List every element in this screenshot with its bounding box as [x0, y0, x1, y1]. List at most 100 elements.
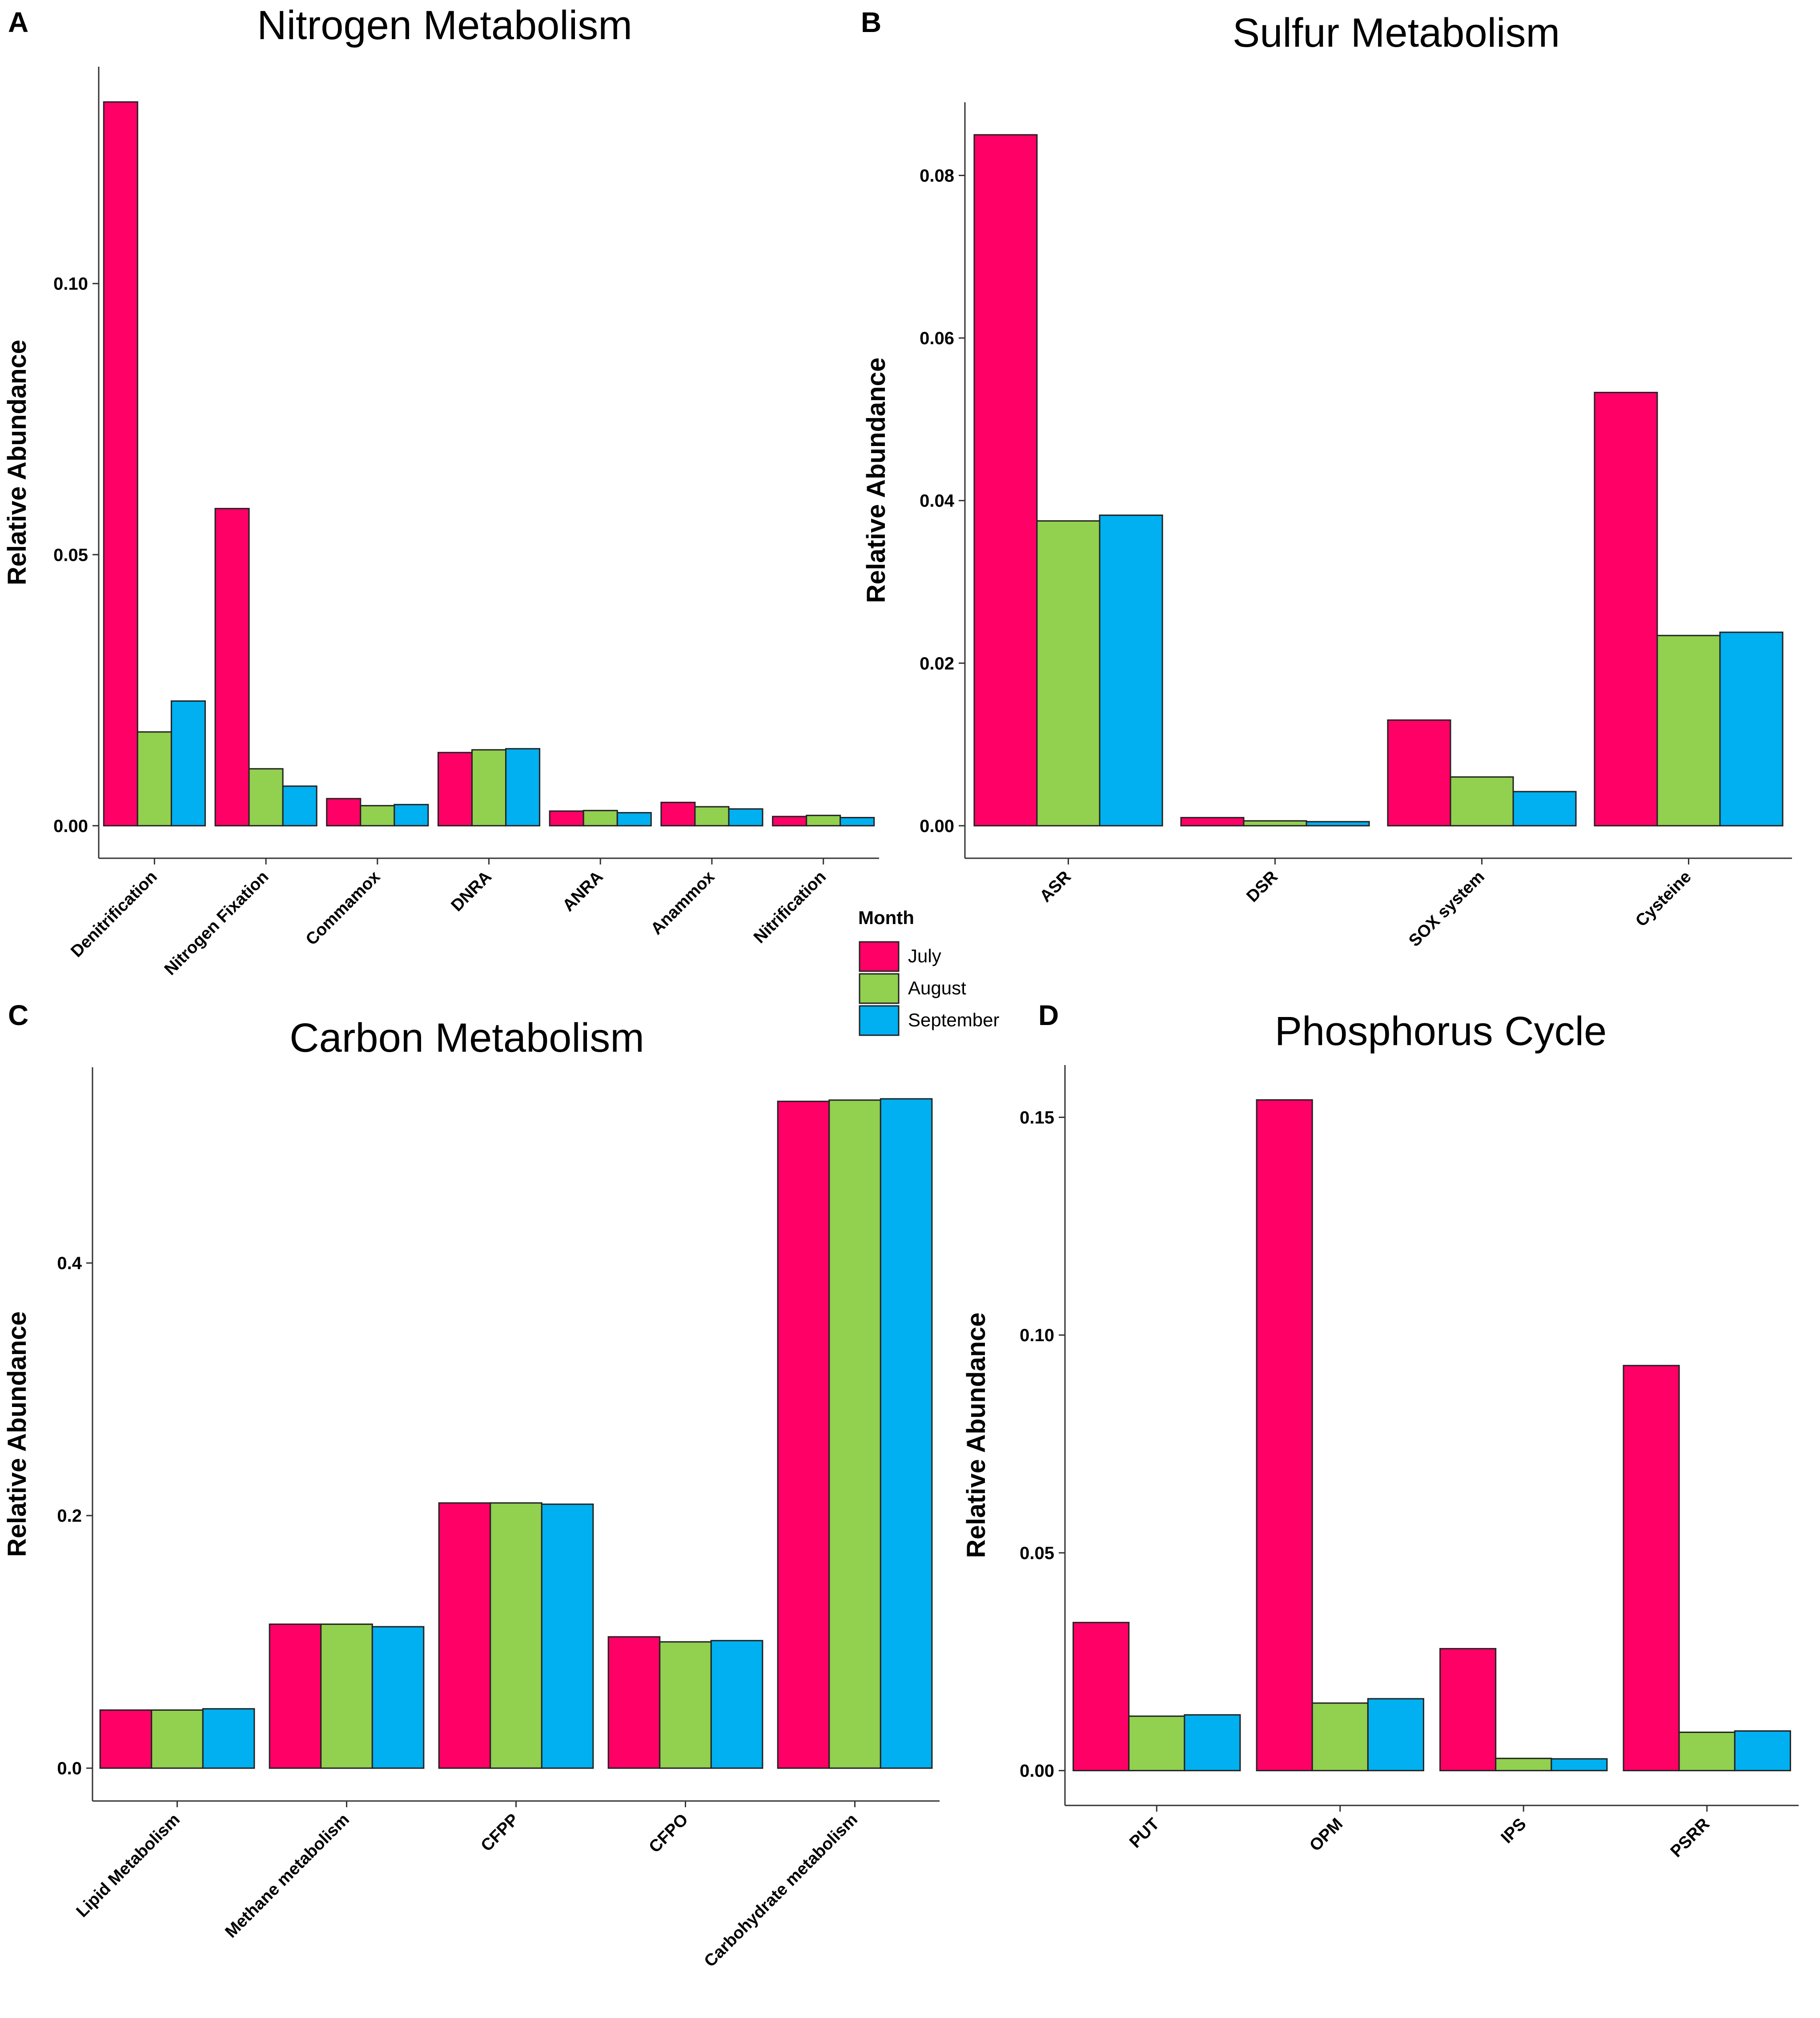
- bar-commamox-august: [360, 805, 395, 827]
- bar-anra-august: [583, 810, 618, 827]
- bar-anra-september: [616, 812, 652, 827]
- y-tick-label: 0.15: [1020, 1108, 1054, 1128]
- bar-asr-september: [1099, 515, 1163, 827]
- x-tick-label-commamox: Commamox: [302, 868, 384, 949]
- bar-put-july: [1073, 1622, 1130, 1772]
- bar-methane-metabolism-august: [320, 1623, 373, 1769]
- x-tick-label-lipid-metabolism: Lipid Metabolism: [73, 1810, 184, 1921]
- panel-phosphorus-cycle: D Phosphorus Cycle Relative Abundance 0.00 0…: [962, 999, 1799, 1861]
- bar-lipid-metabolism-july: [99, 1709, 153, 1769]
- y-tick-label: 0.00: [53, 816, 88, 836]
- x-tick-label-put: PUT: [1126, 1815, 1163, 1852]
- bar-cfpp-august: [490, 1502, 542, 1769]
- bar-asr-july: [973, 134, 1038, 827]
- bar-methane-metabolism-september: [371, 1626, 425, 1769]
- bar-nitrogen-fixation-july: [214, 508, 250, 827]
- bar-ips-september: [1551, 1758, 1608, 1772]
- bar-cysteine-july: [1594, 392, 1658, 827]
- bar-cfpo-september: [710, 1640, 763, 1769]
- x-tick-label-denitrification: Denitrification: [67, 868, 161, 961]
- bar-anra-july: [549, 810, 584, 827]
- y-tick-label: 0.08: [920, 166, 954, 186]
- bar-dsr-august: [1243, 820, 1307, 827]
- bar-cysteine-september: [1719, 631, 1784, 827]
- panel-sulfur-metabolism: B Sulfur Metabolism Relative Abundance 0.00…: [861, 6, 1792, 950]
- legend-item-july: July: [859, 941, 941, 972]
- legend-item-august: August: [859, 973, 966, 1004]
- bar-lipid-metabolism-august: [151, 1709, 204, 1769]
- bar-nitrogen-fixation-september: [282, 785, 317, 827]
- bar-psrr-july: [1623, 1365, 1680, 1772]
- x-tick-label-nitrification: Nitrification: [750, 868, 830, 947]
- bar-opm-july: [1256, 1099, 1313, 1772]
- legend-title: Month: [858, 907, 914, 928]
- x-tick-label-anammox: Anammox: [647, 868, 719, 939]
- bar-methane-metabolism-july: [269, 1623, 322, 1769]
- bar-opm-september: [1367, 1698, 1424, 1772]
- bar-denitrification-september: [170, 700, 206, 827]
- bar-ips-august: [1495, 1757, 1552, 1772]
- bar-carbohydrate-metabolism-august: [828, 1099, 881, 1769]
- bar-asr-august: [1036, 520, 1101, 827]
- y-tick-label: 0.05: [53, 545, 88, 565]
- y-axis-label: Relative Abundance: [962, 1312, 991, 1558]
- panels: A Nitrogen Metabolism Relative Abundance 0.…: [3, 3, 1799, 1971]
- bar-dsr-september: [1306, 821, 1370, 827]
- y-tick-label: 0.10: [53, 274, 88, 294]
- y-tick-label: 0.00: [920, 816, 954, 836]
- bar-lipid-metabolism-september: [202, 1708, 255, 1769]
- legend-swatch-august: [859, 973, 900, 1004]
- legend-label-august: August: [908, 977, 966, 998]
- bar-sox-system-july: [1387, 719, 1451, 827]
- x-tick-label-cysteine: Cysteine: [1632, 868, 1695, 931]
- legend-label-july: July: [908, 945, 941, 966]
- chart-title: Sulfur Metabolism: [1233, 10, 1560, 56]
- panel-letter: D: [1038, 999, 1059, 1031]
- bar-dnra-july: [437, 752, 473, 827]
- bar-nitrification-july: [772, 816, 808, 827]
- legend: Month July August September: [858, 907, 999, 1036]
- chart-title: Carbon Metabolism: [289, 1015, 644, 1061]
- bar-denitrification-july: [103, 101, 138, 827]
- bar-denitrification-august: [137, 731, 172, 827]
- bar-cfpp-july: [438, 1502, 491, 1769]
- bar-carbohydrate-metabolism-july: [777, 1101, 830, 1769]
- x-tick-label-asr: ASR: [1036, 868, 1074, 906]
- y-tick-label: 0.0: [57, 1759, 82, 1778]
- y-tick-label: 0.4: [57, 1254, 82, 1273]
- bar-nitrification-august: [806, 815, 841, 827]
- bar-psrr-august: [1678, 1731, 1736, 1772]
- bar-ips-july: [1439, 1648, 1497, 1772]
- bar-nitrification-september: [840, 817, 875, 827]
- bar-carbohydrate-metabolism-september: [880, 1098, 933, 1769]
- bar-dnra-september: [505, 748, 541, 827]
- panel-letter: B: [861, 6, 881, 38]
- y-axis-label: Relative Abundance: [3, 1311, 32, 1557]
- y-tick-label: 0.04: [920, 491, 955, 511]
- panel-carbon-metabolism: C Carbon Metabolism Relative Abundance 0.0 0…: [3, 999, 940, 1971]
- y-axis-label: Relative Abundance: [862, 358, 891, 603]
- bar-nitrogen-fixation-august: [248, 768, 284, 827]
- x-tick-label-ips: IPS: [1498, 1815, 1530, 1847]
- x-tick-label-nitrogen-fixation: Nitrogen Fixation: [161, 868, 273, 979]
- bar-sox-system-august: [1450, 776, 1514, 827]
- x-tick-label-methane-metabolism: Methane metabolism: [221, 1810, 353, 1942]
- bar-anammox-august: [694, 806, 730, 827]
- legend-item-september: September: [859, 1005, 999, 1036]
- y-tick-label: 0.05: [1020, 1544, 1054, 1563]
- x-tick-label-cfpp: CFPP: [477, 1810, 522, 1855]
- y-tick-label: 0.06: [920, 329, 954, 348]
- bar-commamox-september: [394, 804, 429, 827]
- bar-dnra-august: [471, 749, 507, 827]
- bar-psrr-september: [1734, 1730, 1791, 1772]
- bar-put-september: [1184, 1714, 1241, 1772]
- panel-nitrogen-metabolism: A Nitrogen Metabolism Relative Abundance 0.…: [3, 3, 879, 979]
- x-tick-label-opm: OPM: [1306, 1815, 1346, 1855]
- bar-cysteine-august: [1656, 635, 1721, 827]
- bar-anammox-july: [660, 801, 696, 827]
- bar-cfpp-september: [541, 1503, 594, 1769]
- bar-opm-august: [1311, 1702, 1369, 1772]
- panel-letter: A: [8, 6, 28, 38]
- y-tick-label: 0.02: [920, 654, 954, 673]
